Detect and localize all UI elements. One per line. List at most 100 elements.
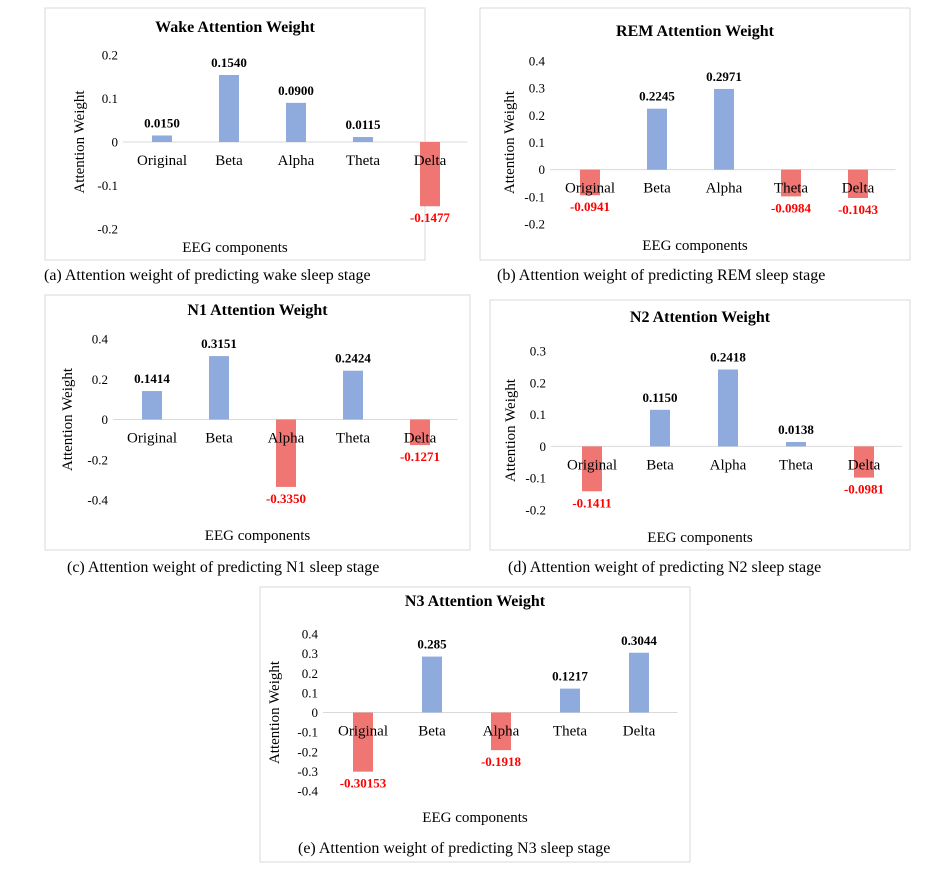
x-category-label: Beta — [205, 431, 233, 447]
y-tick-label: 0.1 — [529, 135, 545, 150]
y-tick-label: -0.4 — [87, 493, 108, 508]
chart-n3: N3 Attention Weight 0.4 0.3 0.2 0.1 0 -0.1 -0.2… — [259, 586, 691, 863]
data-label: 0.0900 — [278, 83, 314, 98]
x-category-label: Delta — [623, 724, 656, 740]
data-label: -0.1918 — [481, 754, 522, 769]
chart-title: N1 Attention Weight — [187, 302, 328, 319]
bar-delta — [410, 419, 430, 446]
y-tick-label: 0.1 — [102, 91, 118, 106]
y-tick-label: 0.4 — [529, 54, 546, 69]
y-tick-label: -0.2 — [97, 222, 118, 237]
data-label: -0.1411 — [572, 495, 611, 510]
y-axis-title: Attention Weight — [502, 90, 518, 194]
x-axis-title: EEG components — [642, 238, 748, 254]
figure-caption: (a) Attention weight of predicting wake … — [44, 267, 371, 284]
y-tick-label: 0 — [540, 439, 547, 454]
y-tick-label: 0.3 — [530, 344, 546, 359]
chart-frame — [44, 7, 426, 261]
figure-caption: (e) Attention weight of predicting N3 sl… — [298, 840, 610, 857]
x-category-label: Original — [127, 431, 177, 447]
y-tick-label: 0.2 — [529, 108, 545, 123]
bar-theta — [560, 688, 580, 713]
y-tick-label: -0.2 — [297, 744, 318, 759]
data-label: -0.3350 — [266, 491, 306, 506]
bar-alpha — [491, 712, 511, 751]
chart-title: Wake Attention Weight — [155, 19, 315, 36]
chart-frame — [489, 299, 911, 551]
x-category-label: Theta — [346, 153, 380, 169]
x-category-label: Original — [567, 457, 617, 473]
figure-caption: (b) Attention weight of predicting REM s… — [497, 267, 825, 284]
x-category-label: Alpha — [483, 724, 520, 740]
y-tick-label: -0.1 — [525, 471, 546, 486]
data-label: 0.0150 — [144, 115, 180, 130]
data-label: 0.1217 — [552, 669, 588, 684]
x-category-label: Theta — [774, 181, 808, 197]
y-tick-label: -0.2 — [524, 217, 545, 232]
data-label: -0.0941 — [570, 199, 610, 214]
y-tick-label: 0.2 — [530, 375, 546, 390]
bar-original — [580, 169, 600, 196]
bar-delta — [420, 142, 440, 207]
bar-alpha — [714, 88, 734, 170]
bar-original — [152, 135, 172, 142]
y-tick-label: 0.2 — [302, 666, 318, 681]
x-category-label: Theta — [553, 724, 587, 740]
x-category-label: Theta — [779, 457, 813, 473]
data-label: 0.0115 — [345, 117, 381, 132]
data-label: -0.1477 — [410, 210, 451, 225]
chart-frame — [44, 294, 471, 551]
chart-title: REM Attention Weight — [616, 23, 775, 40]
chart-n1: N1 Attention Weight 0.4 0.2 0 -0.2 -0.4 0.1414… — [44, 294, 471, 551]
y-axis-title: Attention Weight — [267, 660, 283, 764]
x-category-label: Delta — [842, 181, 875, 197]
x-category-label: Original — [338, 724, 388, 740]
bar-original — [353, 712, 373, 772]
data-label: -0.1043 — [838, 202, 879, 217]
x-category-label: Beta — [418, 724, 446, 740]
data-label: -0.0984 — [771, 200, 812, 215]
y-axis-title: Attention Weight — [72, 90, 88, 194]
figure-caption: (d) Attention weight of predicting N2 sl… — [508, 559, 821, 576]
bar-original — [142, 391, 162, 420]
data-label: 0.3044 — [621, 633, 657, 648]
bar-beta — [422, 656, 442, 713]
x-category-label: Alpha — [710, 457, 747, 473]
data-label: 0.3151 — [201, 336, 237, 351]
y-tick-label: -0.4 — [297, 784, 318, 799]
y-tick-label: -0.1 — [97, 178, 118, 193]
figure-caption: (c) Attention weight of predicting N1 sl… — [67, 559, 379, 576]
bar-delta — [848, 169, 868, 199]
bar-beta — [209, 356, 229, 420]
y-tick-label: 0.4 — [302, 627, 319, 642]
data-label: -0.1271 — [400, 449, 440, 464]
x-category-label: Beta — [646, 457, 674, 473]
y-tick-label: 0 — [112, 135, 119, 150]
x-category-label: Original — [565, 181, 615, 197]
chart-frame — [259, 586, 691, 863]
x-axis-title: EEG components — [422, 810, 528, 826]
data-label: 0.2971 — [706, 69, 742, 84]
data-label: 0.2418 — [710, 350, 746, 365]
x-category-label: Alpha — [278, 153, 315, 169]
y-tick-label: 0.2 — [102, 48, 118, 63]
bar-delta — [854, 446, 874, 478]
y-tick-label: 0.1 — [530, 407, 546, 422]
bar-alpha — [276, 419, 296, 487]
data-label: 0.1150 — [642, 390, 677, 405]
x-category-label: Beta — [643, 181, 671, 197]
bar-theta — [781, 169, 801, 197]
data-label: 0.2245 — [639, 89, 675, 104]
data-label: 0.1540 — [211, 55, 247, 70]
y-tick-label: 0 — [312, 705, 319, 720]
x-axis-title: EEG components — [182, 240, 288, 256]
x-category-label: Delta — [848, 457, 881, 473]
y-axis-title: Attention Weight — [60, 367, 76, 471]
data-label: -0.0981 — [844, 482, 884, 497]
chart-n2: N2 Attention Weight 0.3 0.2 0.1 0 -0.1 -0.2 -0.… — [489, 299, 911, 551]
y-tick-label: 0 — [102, 412, 109, 427]
bar-beta — [219, 75, 239, 142]
data-label: -0.30153 — [340, 776, 387, 791]
y-tick-label: -0.2 — [525, 503, 546, 518]
